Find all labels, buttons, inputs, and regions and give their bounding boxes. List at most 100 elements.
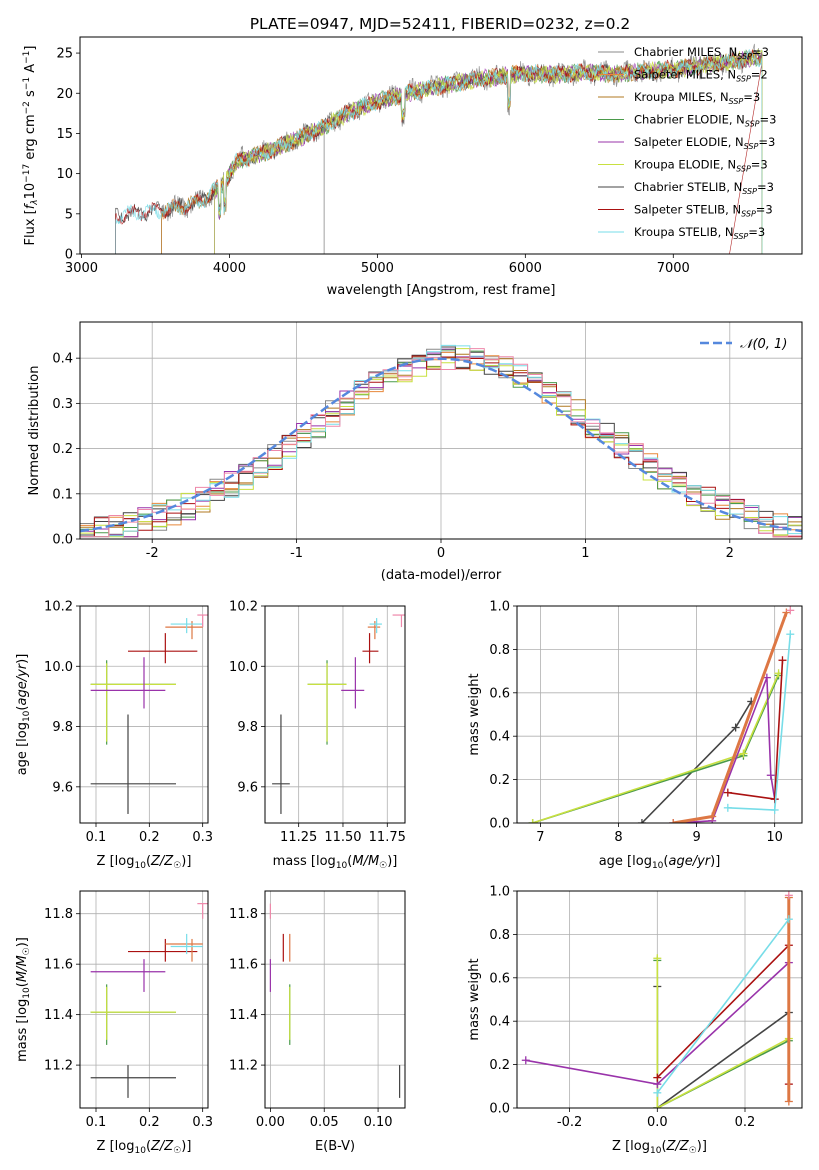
plot-area — [265, 891, 405, 1108]
x-tick-label: -2 — [146, 546, 159, 561]
label-part: ☉ — [22, 947, 32, 955]
label-part: mass [log — [273, 854, 336, 869]
x-tick-label: 0.00 — [256, 1115, 285, 1130]
errorbar-point — [90, 657, 166, 709]
y-tick-label: 1.0 — [489, 885, 510, 900]
axes-residuals: -2 -1 0 1 2 0.0 0.1 0.2 0.3 0.4 (data-model)/error… — [27, 321, 803, 583]
label-part: ( — [663, 854, 668, 869]
legend-sub: SSP — [745, 120, 760, 129]
x-tick-label: 0.3 — [192, 1115, 213, 1130]
y-axis-label: mass weight — [467, 958, 482, 1040]
axes-mass_vs_EBV: 0.00 0.05 0.10 11.2 11.4 11.6 11.8 E(B-V) — [229, 890, 406, 1154]
x-tick-label: -0.2 — [557, 1115, 582, 1130]
y-tick-label: 10.2 — [44, 600, 73, 615]
x-tick-label: 4000 — [213, 261, 246, 276]
label-part: )] — [387, 854, 397, 869]
label-part: 10 — [134, 861, 146, 871]
y-tick-label: 10.0 — [44, 660, 73, 675]
y-axis-label: age [log10(age/yr)] — [15, 654, 32, 776]
label-part: −1 — [22, 51, 32, 64]
weight-series-line — [672, 611, 788, 823]
y-tick-label: 0.4 — [489, 1015, 510, 1030]
legend-tail: =3 — [743, 90, 760, 104]
legend-entry: Salpeter MILES, NSSP=2 — [634, 68, 768, 84]
legend-entry: Kroupa MILES, NSSP=3 — [634, 90, 760, 106]
errorbar-point — [90, 959, 166, 992]
legend-label: Chabrier STELIB, N — [634, 180, 742, 194]
label-part: −2 — [22, 101, 32, 114]
label-part: Z [log — [97, 1139, 135, 1154]
x-tick-label: 0.1 — [86, 830, 107, 845]
legend-tail: =3 — [760, 113, 777, 127]
legend-tail: =2 — [751, 68, 768, 82]
x-axis-label: age [log10(age/yr)] — [599, 854, 721, 871]
plot-area — [517, 606, 802, 823]
y-tick-label: 11.4 — [229, 1008, 258, 1023]
x-tick-label: 1 — [581, 546, 589, 561]
legend-label: Salpeter STELIB, N — [634, 203, 741, 217]
x-tick-label: 7000 — [657, 261, 690, 276]
axes-age_vs_mass: 11.25 11.50 11.75 9.6 9.8 10.0 10.2 mass [log10… — [229, 600, 406, 872]
label-part: f — [23, 202, 38, 209]
label-part: Z [log — [97, 854, 135, 869]
legend-entry: Kroupa ELODIE, NSSP=3 — [634, 158, 768, 174]
x-tick-label: 7 — [536, 830, 544, 845]
legend-label: Kroupa STELIB, N — [634, 225, 734, 239]
label-part: M/M — [352, 854, 379, 869]
axes-frame — [516, 890, 803, 1109]
y-tick-label: 10.2 — [229, 600, 258, 615]
y-tick-label: 10.0 — [229, 660, 258, 675]
errorbar-point — [272, 714, 290, 814]
y-tick-label: 0.4 — [489, 730, 510, 745]
axes-frame — [264, 890, 406, 1109]
axes-mass_vs_Z: 0.1 0.2 0.311.211.411.611.8Z [log10(Z/Z☉)]… — [15, 890, 213, 1156]
errorbar-point — [90, 714, 176, 814]
errorbar-point — [170, 618, 203, 634]
label-part: M/M — [15, 955, 30, 982]
legend-tail: =3 — [752, 45, 769, 59]
errorbar-point — [307, 663, 347, 742]
spectrum-series-line — [115, 49, 763, 254]
legend-tail: =3 — [757, 180, 774, 194]
y-tick-label: 10 — [56, 167, 73, 182]
legend-tail: =3 — [751, 158, 768, 172]
label-part: A — [23, 64, 38, 77]
y-tick-label: 0.0 — [489, 817, 510, 832]
y-tick-label: 0.2 — [52, 442, 73, 457]
y-tick-label: 0.1 — [52, 487, 73, 502]
legend-entry: 𝒩(0, 1) — [740, 337, 787, 352]
plot-area — [80, 322, 802, 539]
legend-entry: Chabrier STELIB, NSSP=3 — [634, 180, 774, 196]
x-tick-label: 0.3 — [192, 830, 213, 845]
errorbar-point — [392, 614, 405, 628]
axes-frame — [79, 36, 803, 255]
label-part: 10 — [22, 710, 32, 722]
label-part: 10 — [22, 987, 32, 999]
axes-frame — [79, 890, 209, 1109]
y-tick-label: 5 — [65, 207, 73, 222]
plot-area — [115, 43, 763, 254]
label-part: ☉ — [689, 1146, 697, 1156]
y-tick-label: 11.8 — [229, 907, 258, 922]
legend-tail: =3 — [758, 135, 775, 149]
label-part: ( — [15, 982, 30, 987]
label-part: age [log — [15, 722, 30, 775]
errorbar-point — [128, 938, 198, 962]
x-tick-label: 0.0 — [647, 1115, 668, 1130]
y-tick-label: 9.8 — [52, 720, 73, 735]
y-axis-label: Normed distribution — [27, 366, 42, 496]
histogram-series — [80, 348, 802, 539]
legend-label: Salpeter MILES, N — [634, 68, 736, 82]
legend-sub: SSP — [736, 75, 751, 84]
legend-tail: =3 — [756, 203, 773, 217]
axes-massweight_vs_Z: -0.2 0.0 0.2 0.0 0.2 0.4 0.6 0.8 1.0 Z [log10(Z/Z… — [467, 885, 803, 1156]
plot-area — [517, 891, 802, 1108]
label-part: λ — [30, 199, 40, 205]
label-part: age/yr — [15, 662, 30, 705]
label-part: ] — [23, 46, 38, 51]
legend-sub: SSP — [741, 210, 756, 219]
y-tick-label: 25 — [56, 47, 73, 62]
axes-frame — [516, 605, 803, 824]
legend-sub: SSP — [734, 232, 749, 241]
